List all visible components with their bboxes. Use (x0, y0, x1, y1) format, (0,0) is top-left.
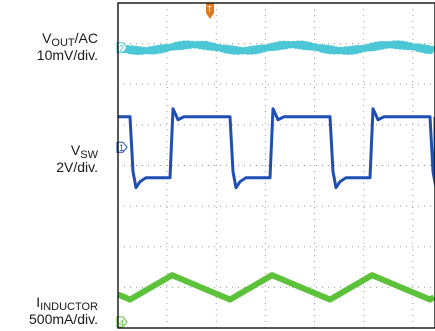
marker-ch2: 2 (116, 42, 128, 54)
label-vout: VOUT/AC 10mV/div. (36, 30, 98, 63)
series-iinductor-trace (116, 272, 435, 303)
channel-labels: VOUT/AC 10mV/div. VSW 2V/div. IINDUCTOR … (0, 0, 118, 331)
series-vsw-trace (118, 107, 435, 190)
plot-traces (116, 40, 435, 303)
trigger-marker: T (206, 3, 214, 19)
plot-frame (117, 2, 435, 329)
marker-ch2-label: 2 (119, 44, 124, 54)
marker-ch4-label: 4 (119, 318, 124, 328)
marker-ch4-shape (116, 316, 128, 328)
marker-ch1-label: 1 (119, 143, 124, 153)
marker-ch1: 1 (116, 141, 128, 153)
plot-grid (118, 3, 435, 328)
label-iinductor-scale: 500mA/div. (29, 311, 98, 327)
marker-ch1-shape (116, 141, 128, 153)
label-iinductor: IINDUCTOR 500mA/div. (29, 294, 98, 327)
channel-markers: 2 1 4 T (116, 3, 214, 328)
marker-ch2-shape (116, 42, 128, 54)
label-vsw-scale: 2V/div. (56, 159, 98, 175)
label-vout-scale: 10mV/div. (36, 47, 98, 63)
marker-ch4: 4 (116, 316, 128, 328)
trigger-marker-label: T (207, 5, 212, 14)
label-vsw: VSW 2V/div. (56, 142, 98, 175)
series-vout-trace (116, 40, 435, 56)
trigger-marker-shape (206, 3, 214, 19)
